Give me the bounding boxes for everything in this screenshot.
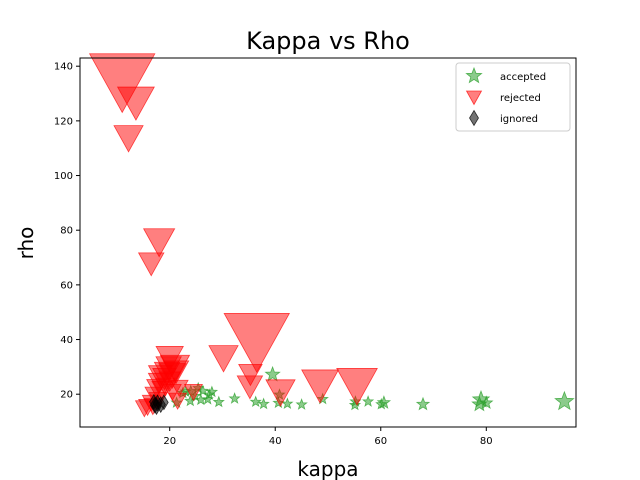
accepted-point	[228, 392, 241, 404]
legend-box	[455, 62, 571, 132]
accepted-point	[212, 395, 225, 408]
y-axis-label: rho	[14, 227, 38, 260]
plot-area	[88, 53, 575, 418]
y-tick-label: 80	[60, 226, 73, 237]
plot-frame	[79, 57, 577, 428]
rejected-point	[113, 125, 144, 153]
rejected-point	[168, 392, 188, 410]
y-tick-label: 60	[60, 280, 73, 291]
legend-marker-accepted	[465, 66, 483, 84]
legend-label-accepted: accepted	[500, 72, 546, 83]
y-tick-label: 100	[54, 171, 73, 182]
rejected-point	[208, 345, 239, 373]
rejected-point	[301, 369, 340, 404]
series-ignored	[149, 393, 169, 416]
y-tick-label: 20	[60, 390, 73, 401]
accepted-point	[201, 392, 214, 405]
y-tick-label: 140	[54, 62, 73, 73]
rejected-point	[162, 383, 182, 402]
accepted-point	[375, 397, 388, 410]
y-tick-label: 120	[54, 116, 73, 127]
accepted-point	[264, 365, 281, 382]
legend-marker-ignored	[469, 109, 479, 127]
rejected-point	[142, 228, 176, 258]
series-rejected	[88, 53, 378, 418]
x-axis-label: kappa	[297, 457, 358, 480]
rejected-point	[238, 363, 263, 387]
rejected-point	[265, 379, 296, 407]
rejected-point	[336, 368, 378, 406]
accepted-point	[479, 395, 494, 410]
axis-ticks: 20 40 60 80 20 40 60 80 100 120 140	[54, 62, 493, 447]
x-tick-label: 40	[269, 436, 282, 447]
rejected-point	[223, 313, 291, 373]
chart-title: Kappa vs Rho	[246, 27, 410, 55]
x-tick-label: 20	[163, 436, 176, 447]
x-tick-label: 60	[374, 436, 387, 447]
ignored-point	[159, 394, 169, 411]
accepted-point	[257, 397, 270, 410]
legend-label-ignored: ignored	[500, 114, 538, 125]
legend: accepted rejected ignored	[455, 62, 571, 132]
y-tick-label: 40	[60, 335, 73, 346]
legend-label-rejected: rejected	[500, 93, 541, 104]
accepted-point	[295, 398, 308, 410]
legend-marker-rejected	[465, 90, 483, 106]
rejected-point	[183, 383, 203, 402]
accepted-point	[281, 397, 294, 410]
accepted-point	[554, 390, 575, 411]
rejected-point	[88, 53, 156, 114]
rejected-point	[137, 252, 165, 277]
ignored-point	[149, 393, 159, 410]
accepted-point	[348, 398, 362, 411]
x-tick-label: 80	[480, 436, 493, 447]
accepted-point	[415, 396, 431, 411]
rejected-point	[116, 86, 155, 121]
accepted-point	[362, 395, 375, 407]
accepted-point	[249, 395, 262, 408]
